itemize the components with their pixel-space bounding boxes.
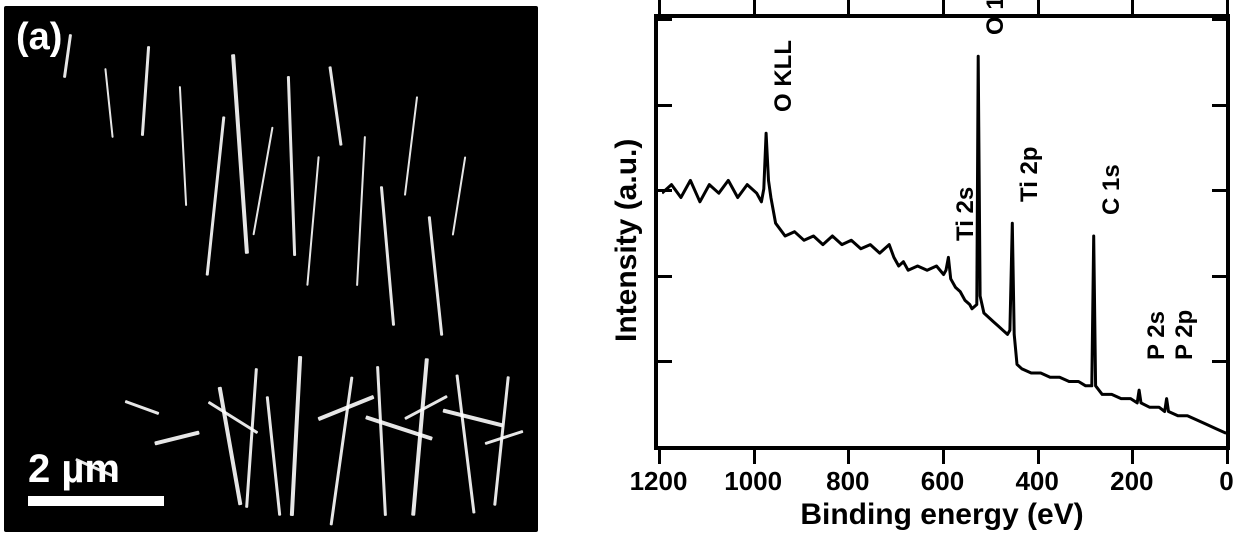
sem-streak bbox=[330, 377, 354, 526]
sem-streak bbox=[380, 186, 395, 326]
sem-streak bbox=[485, 430, 524, 445]
panel-a-label: (a) bbox=[16, 16, 62, 59]
x-tick: 200 bbox=[1131, 450, 1132, 464]
x-tick: 800 bbox=[847, 450, 848, 464]
x-tick bbox=[1037, 0, 1038, 14]
x-tick bbox=[847, 0, 848, 14]
y-tick bbox=[1212, 275, 1226, 276]
sem-streak bbox=[154, 430, 200, 445]
plot-frame bbox=[654, 14, 1230, 450]
x-tick: 0 bbox=[1226, 450, 1227, 464]
sem-streak bbox=[455, 374, 475, 513]
sem-streak bbox=[252, 127, 273, 236]
peak-label: O KLL bbox=[770, 40, 798, 112]
x-tick: 600 bbox=[942, 450, 943, 464]
sem-streak bbox=[306, 156, 319, 286]
x-tick-label: 200 bbox=[1110, 466, 1153, 497]
y-tick bbox=[654, 189, 672, 190]
x-tick-label: 1000 bbox=[724, 466, 782, 497]
x-tick: 1000 bbox=[753, 450, 754, 464]
sem-streak bbox=[404, 395, 448, 420]
x-tick bbox=[1226, 0, 1227, 14]
xps-polyline bbox=[662, 56, 1230, 433]
panel-gap bbox=[538, 6, 570, 533]
y-tick bbox=[654, 275, 672, 276]
sem-streak bbox=[328, 66, 342, 146]
x-tick bbox=[658, 0, 659, 14]
x-tick-label: 1200 bbox=[630, 466, 688, 497]
peak-label: O 1s bbox=[982, 0, 1010, 35]
panel-a-sem-image: (a) 2 µm bbox=[4, 6, 538, 532]
sem-streak bbox=[428, 216, 444, 336]
sem-streak bbox=[452, 156, 466, 235]
x-tick bbox=[753, 0, 754, 14]
sem-streak bbox=[442, 409, 503, 428]
x-tick-label: 400 bbox=[1015, 466, 1058, 497]
y-axis-title: Intensity (a.u.) bbox=[610, 139, 644, 342]
sem-streak bbox=[376, 366, 387, 516]
x-tick bbox=[1131, 0, 1132, 14]
sem-streak bbox=[218, 387, 243, 506]
x-tick bbox=[942, 0, 943, 14]
peak-label: Ti 2p bbox=[1016, 146, 1044, 202]
y-tick bbox=[654, 18, 672, 19]
sem-streak bbox=[104, 68, 113, 138]
sem-streak bbox=[287, 76, 296, 256]
peak-label: P 2s bbox=[1143, 311, 1171, 360]
sem-streak bbox=[63, 34, 72, 78]
y-tick bbox=[1212, 189, 1226, 190]
peak-label: C 1s bbox=[1098, 164, 1126, 215]
sem-streak bbox=[179, 86, 187, 206]
sem-streak bbox=[404, 96, 418, 195]
y-tick bbox=[654, 446, 672, 447]
x-axis-title: Binding energy (eV) bbox=[654, 498, 1230, 532]
scale-bar-line bbox=[28, 496, 164, 506]
y-tick bbox=[1212, 18, 1226, 19]
y-tick bbox=[1212, 360, 1226, 361]
sem-streak bbox=[290, 356, 302, 516]
sem-streak bbox=[356, 136, 366, 286]
sem-streak bbox=[141, 46, 150, 136]
x-tick-label: 0 bbox=[1219, 466, 1233, 497]
sem-streak bbox=[206, 116, 226, 275]
y-tick bbox=[1212, 104, 1226, 105]
figure-root: (a) 2 µm (b) Intensity (a.u.) Binding en… bbox=[0, 0, 1240, 539]
x-tick-label: 600 bbox=[921, 466, 964, 497]
peak-label: P 2p bbox=[1171, 310, 1199, 360]
y-tick bbox=[1212, 446, 1226, 447]
x-tick: 1200 bbox=[658, 450, 659, 464]
sem-streak bbox=[231, 54, 249, 254]
panel-b-xps-chart: (b) Intensity (a.u.) Binding energy (eV)… bbox=[570, 6, 1234, 533]
sem-streak bbox=[125, 400, 160, 415]
x-tick: 400 bbox=[1037, 450, 1038, 464]
sem-streak bbox=[245, 368, 258, 508]
sem-streak bbox=[266, 396, 282, 516]
y-tick bbox=[654, 360, 672, 361]
peak-label: Ti 2s bbox=[952, 186, 980, 240]
x-tick-label: 800 bbox=[826, 466, 869, 497]
scale-bar: 2 µm bbox=[28, 447, 164, 506]
spectrum-line bbox=[662, 22, 1230, 450]
y-tick bbox=[654, 104, 672, 105]
